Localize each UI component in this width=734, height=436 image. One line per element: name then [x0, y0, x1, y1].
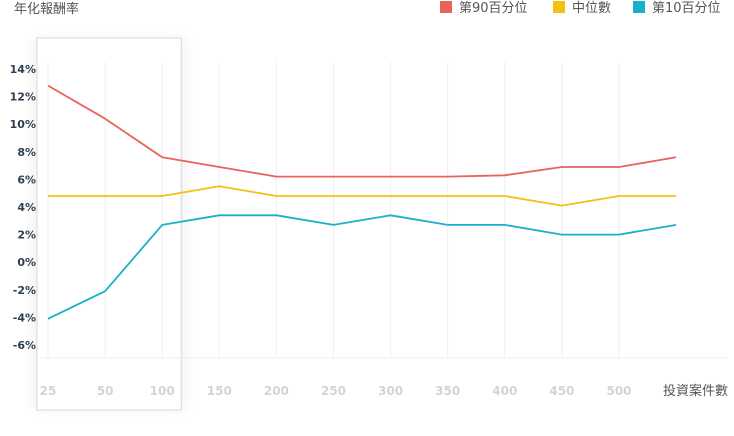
y-tick-label: -6%	[13, 339, 36, 352]
y-tick-label: -2%	[13, 284, 36, 297]
x-tick-label: 25	[40, 384, 57, 398]
x-tick-label: 500	[606, 384, 631, 398]
x-tick-label: 50	[97, 384, 114, 398]
legend-swatch	[553, 1, 565, 13]
x-tick-label: 300	[378, 384, 403, 398]
series-line	[48, 185, 677, 207]
x-axis-title: 投資案件數	[663, 383, 728, 399]
y-tick-label: -4%	[13, 311, 36, 324]
highlight-band	[36, 37, 182, 411]
series-line	[47, 214, 677, 320]
x-tick-label: 250	[321, 384, 346, 398]
y-tick-label: 2%	[17, 229, 36, 242]
legend-label: 第10百分位	[652, 1, 721, 16]
x-tick-label: 150	[207, 384, 232, 398]
x-tick-label: 350	[435, 384, 460, 398]
y-tick-label: 6%	[17, 173, 36, 186]
y-tick-label: 0%	[17, 256, 36, 269]
x-tick-label: 200	[264, 384, 289, 398]
y-tick-label: 12%	[10, 91, 36, 104]
x-tick-label: 100	[150, 384, 175, 398]
legend-swatch	[440, 1, 452, 13]
y-tick-label: 10%	[10, 118, 36, 131]
y-tick-label: 8%	[17, 146, 36, 159]
series-line	[47, 84, 677, 178]
legend-label: 中位數	[572, 1, 611, 16]
legend-label: 第90百分位	[459, 1, 528, 16]
x-tick-label: 400	[492, 384, 517, 398]
legend-swatch	[633, 1, 645, 13]
y-tick-label: 4%	[17, 201, 36, 214]
y-axis-title: 年化報酬率	[14, 1, 79, 17]
y-tick-label: 14%	[10, 63, 36, 76]
x-tick-label: 450	[549, 384, 574, 398]
